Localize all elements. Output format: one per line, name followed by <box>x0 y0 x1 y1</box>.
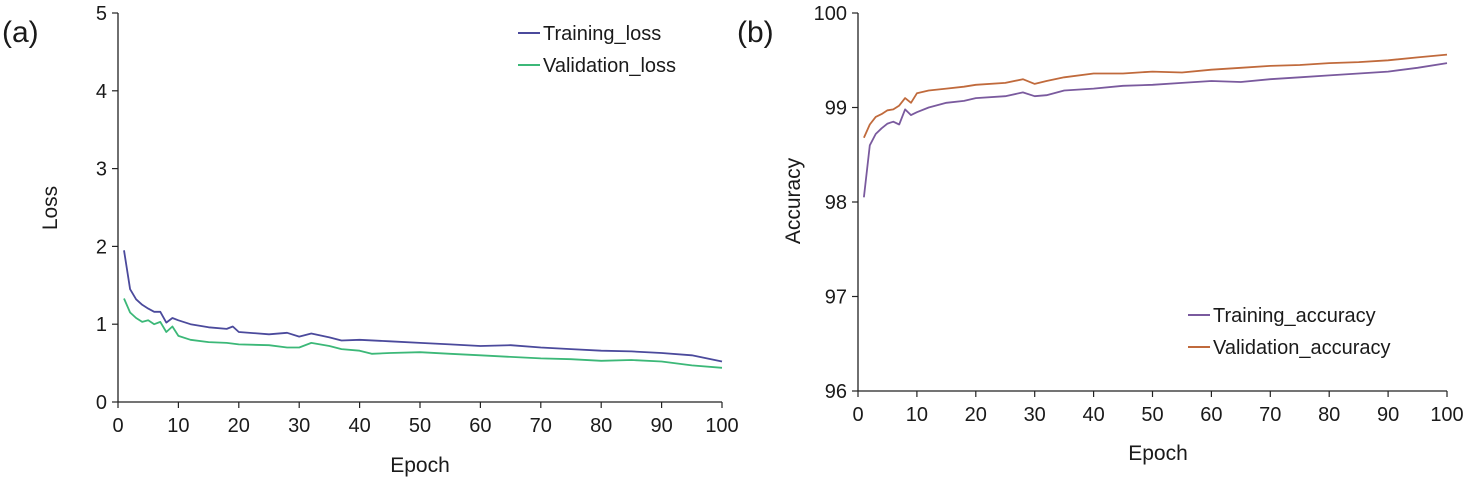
panel-b-legend-label: Training_accuracy <box>1213 305 1376 327</box>
panel-b-y-tick-label: 97 <box>825 287 847 309</box>
panel-b-y-tick-label: 98 <box>825 192 847 214</box>
panel-b-x-tick-label: 10 <box>906 404 928 426</box>
panel-a-y-axis-label: Loss <box>39 186 62 230</box>
panel-a-label: (a) <box>2 16 39 49</box>
panel-b-y-tick-label: 96 <box>825 381 847 403</box>
panel-a-x-tick-label: 40 <box>348 415 370 437</box>
panel-a-y-tick-label: 1 <box>96 314 107 336</box>
panel-a-series-line-validation-loss <box>123 298 723 369</box>
panel-b-series-line-validation-accuracy <box>863 53 1448 139</box>
panel-a-x-tick-label: 90 <box>650 415 672 437</box>
panel-a-x-tick-label: 30 <box>288 415 310 437</box>
panel-a-x-tick-label: 60 <box>469 415 491 437</box>
panel-a-y-tick-label: 2 <box>96 236 107 258</box>
panel-b-y-tick-label: 99 <box>825 98 847 120</box>
panel-b-accuracy-chart: (b) 96 97 98 99 100 0 10 20 30 40 50 60 70 80 90 100 Tra… <box>737 3 1464 465</box>
panel-b-x-tick-label: 80 <box>1318 404 1340 426</box>
panel-a-x-tick-label: 10 <box>167 415 189 437</box>
panel-b-x-tick-label: 50 <box>1141 404 1163 426</box>
panel-a-legend-label: Training_loss <box>543 23 661 45</box>
panel-a-y-tick-label: 0 <box>96 392 107 414</box>
panel-a-y-tick-label: 5 <box>96 3 107 25</box>
panel-a-x-tick-label: 50 <box>409 415 431 437</box>
panel-b-x-tick-label: 40 <box>1082 404 1104 426</box>
panel-a-series-line-training-loss <box>123 250 723 363</box>
panel-b-x-tick-label: 30 <box>1024 404 1046 426</box>
panel-b-label: (b) <box>737 16 774 49</box>
panel-b-legend-label: Validation_accuracy <box>1213 337 1391 359</box>
panel-a-x-axis-label: Epoch <box>390 454 450 477</box>
panel-a-x-tick-label: 0 <box>112 415 123 437</box>
panel-b-series-line-training-accuracy <box>863 62 1448 198</box>
panel-a-x-tick-label: 80 <box>590 415 612 437</box>
panel-a-legend-label: Validation_loss <box>543 55 676 77</box>
panel-b-x-axis-label: Epoch <box>1128 442 1188 465</box>
panel-a-x-tick-label: 70 <box>530 415 552 437</box>
panel-a-y-tick-label: 3 <box>96 159 107 181</box>
panel-b-y-tick-label: 100 <box>814 3 847 25</box>
panel-b-plot-area: 96 97 98 99 100 0 10 20 30 40 50 60 70 80 90 100 Trainin… <box>814 3 1464 426</box>
panel-b-x-tick-label: 70 <box>1259 404 1281 426</box>
panel-a-x-tick-label: 100 <box>705 415 738 437</box>
panel-b-x-tick-label: 20 <box>965 404 987 426</box>
panel-a-x-tick-label: 20 <box>228 415 250 437</box>
panel-b-x-tick-label: 60 <box>1200 404 1222 426</box>
panel-b-x-tick-label: 90 <box>1377 404 1399 426</box>
panel-a-y-tick-label: 4 <box>96 81 107 103</box>
panel-b-y-axis-label: Accuracy <box>782 157 805 244</box>
panel-b-x-tick-label: 0 <box>852 404 863 426</box>
panel-b-x-tick-label: 100 <box>1430 404 1463 426</box>
